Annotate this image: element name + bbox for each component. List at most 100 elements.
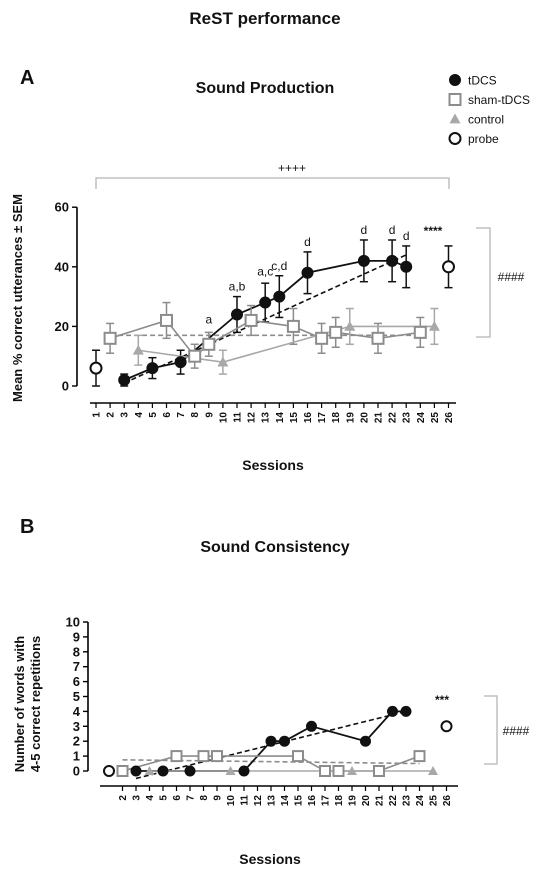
legend-marker-probe xyxy=(448,132,462,145)
panel-a-x-tick-label: 19 xyxy=(345,412,356,424)
panel-b-point-tdcs xyxy=(184,765,196,777)
panel-b-y-tick-label: 3 xyxy=(73,719,80,734)
panel-b-point-sham-tdcs xyxy=(413,750,426,763)
panel-b-x-tick-label: 5 xyxy=(159,795,170,801)
panel-a-point-tdcs xyxy=(301,266,314,279)
panel-a-y-tick-label: 40 xyxy=(55,259,69,274)
panel-a-series-line-tdcs xyxy=(123,259,407,381)
panel-a-x-tick-label: 1 xyxy=(92,412,103,418)
panel-b-y-tick-label: 2 xyxy=(73,734,80,749)
panel-a-point-annotation: a,b xyxy=(229,280,246,294)
panel-a-x-tick-label: 3 xyxy=(120,412,131,418)
panel-a-x-tick-label: 7 xyxy=(176,412,187,418)
panel-a-y-tick-label: 60 xyxy=(55,200,69,215)
panel-b-point-control xyxy=(144,766,155,775)
panel-a-x-tick-label: 2 xyxy=(106,412,117,418)
panel-b-y-axis-label-line-2: 4-5 correct repetitions xyxy=(28,636,43,773)
panel-a-point-annotation: a xyxy=(205,312,212,326)
legend-marker-control xyxy=(449,113,461,124)
panel-b-point-probe xyxy=(103,765,115,777)
panel-b-point-tdcs xyxy=(400,705,412,717)
panel-b-x-tick-label: 18 xyxy=(334,795,345,807)
legend-marker-tdcs xyxy=(449,74,461,86)
panel-a-x-tick-label: 22 xyxy=(388,412,399,424)
panel-a-point-sham-tdcs xyxy=(244,313,258,327)
panel-b-x-tick-label: 13 xyxy=(267,795,278,807)
panel-a-y-axis-label: Mean % correct utterances ± SEM xyxy=(10,194,25,402)
panel-b-x-tick-label: 3 xyxy=(132,795,143,801)
panel-b-label: B xyxy=(20,516,34,538)
panel-a-point-sham-tdcs xyxy=(103,331,117,345)
panel-a-x-tick-label: 8 xyxy=(190,412,201,418)
panel-b-x-tick-label: 9 xyxy=(213,795,224,801)
panel-b-point-sham-tdcs xyxy=(292,750,304,763)
panel-b-x-tick-label: 6 xyxy=(172,795,183,801)
panel-a-point-sham-tdcs xyxy=(315,331,329,345)
panel-b-point-control xyxy=(347,766,357,775)
panel-a-series-line-sham-tdcs xyxy=(109,319,421,358)
panel-b-trendline-sham-tdcs xyxy=(122,759,420,765)
panel-a-x-tick-label: 13 xyxy=(261,412,272,424)
panel-b-sound-consistency: B Sound Consistency Sessions Number of w… xyxy=(12,516,530,867)
panel-a-x-tick-label: 16 xyxy=(303,412,314,424)
panel-b-x-tick-label: 17 xyxy=(321,795,332,807)
panel-a-point-tdcs xyxy=(273,290,286,303)
panel-b-x-tick-label: 2 xyxy=(118,795,129,801)
panel-a-x-tick-label: 14 xyxy=(275,412,286,424)
panel-a-top-bracket xyxy=(95,177,450,189)
panel-a-x-tick-label: 26 xyxy=(444,412,455,424)
panel-b-point-sham-tdcs xyxy=(116,765,129,777)
panel-a-point-sham-tdcs xyxy=(329,325,343,339)
panel-a-x-tick-label: 17 xyxy=(317,412,328,424)
panel-a-point-tdcs xyxy=(259,296,272,309)
legend-label-tdcs: tDCS xyxy=(468,74,497,88)
panel-a-title: Sound Production xyxy=(196,80,335,97)
panel-a-point-probe xyxy=(89,361,103,375)
panel-a-point-control xyxy=(217,356,229,367)
panel-a-point-control xyxy=(344,320,356,331)
legend-label-probe: probe xyxy=(468,132,499,146)
panel-b-side-bracket xyxy=(484,695,498,765)
panel-b-x-tick-label: 8 xyxy=(199,795,210,801)
panel-b-y-tick-label: 0 xyxy=(73,764,80,779)
panel-a-x-tick-label: 11 xyxy=(233,412,244,423)
panel-b-y-tick-label: 1 xyxy=(73,749,80,764)
panel-a-x-tick-label: 21 xyxy=(374,412,385,424)
panel-a-point-tdcs xyxy=(118,374,131,387)
panel-b-x-tick-label: 10 xyxy=(226,795,237,807)
panel-b-point-sham-tdcs xyxy=(332,765,345,777)
panel-b-y-tick-label: 8 xyxy=(73,644,80,659)
panel-b-x-tick-label: 7 xyxy=(186,795,197,801)
panel-a-point-annotation: d xyxy=(389,223,396,237)
panel-a-point-probe xyxy=(442,260,455,274)
panel-a-point-tdcs xyxy=(174,356,187,369)
panel-b-y-tick-label: 10 xyxy=(66,615,80,630)
panel-a-point-sham-tdcs xyxy=(413,325,427,339)
panel-a-top-bracket-label: ++++ xyxy=(278,161,306,175)
panel-a-point-annotation: a,c xyxy=(257,265,273,279)
panel-a-sound-production: A Sound Production Sessions Mean % corre… xyxy=(10,67,525,473)
legend-label-control: control xyxy=(468,113,504,127)
panel-a-point-sham-tdcs xyxy=(202,337,216,351)
panel-a-point-annotation: d xyxy=(403,229,410,243)
panel-a-x-tick-label: 12 xyxy=(247,412,258,424)
legend: tDCS sham-tDCS control probe xyxy=(448,74,530,146)
panel-b-x-tick-label: 11 xyxy=(240,795,251,806)
panel-b-x-tick-label: 26 xyxy=(442,795,453,807)
panel-b-point-sham-tdcs xyxy=(319,765,331,777)
panel-a-x-tick-label: 9 xyxy=(204,412,215,418)
panel-b-y-tick-label: 9 xyxy=(73,629,80,644)
panel-a-point-control xyxy=(132,344,144,355)
panel-b-point-sham-tdcs xyxy=(211,750,223,763)
panel-b-point-tdcs xyxy=(306,720,317,732)
panel-b-y-axis-label-line-1: Number of words with xyxy=(12,636,27,773)
panel-a-point-sham-tdcs xyxy=(188,349,202,363)
panel-a-point-tdcs xyxy=(386,254,399,267)
panel-a-point-sham-tdcs xyxy=(286,319,300,333)
panel-b-side-bracket-label: #### xyxy=(503,724,530,738)
legend-label-sham-tdcs: sham-tDCS xyxy=(468,93,530,107)
panel-a-point-sham-tdcs xyxy=(371,331,385,345)
